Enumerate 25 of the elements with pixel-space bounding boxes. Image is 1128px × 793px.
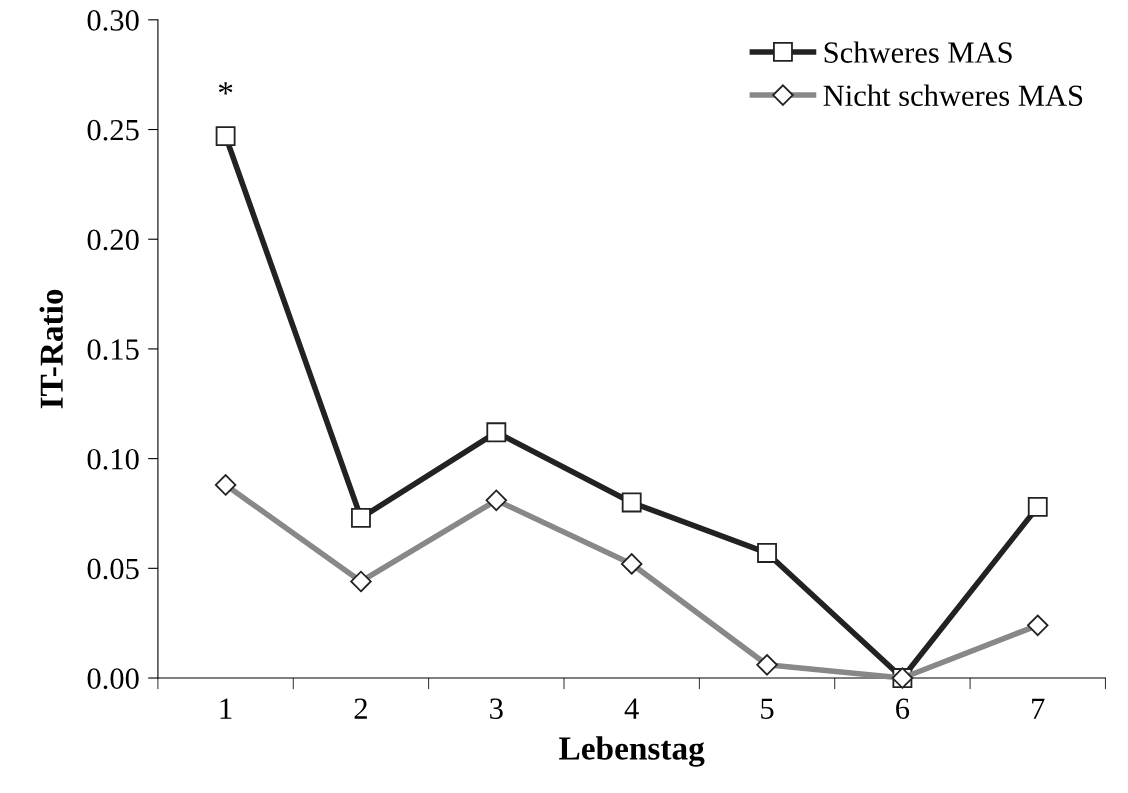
x-tick-label: 7: [1032, 698, 1045, 719]
point: [486, 422, 507, 443]
y-axis-title: IT-Ratio: [39, 289, 63, 409]
legend-label: Nicht schweres MAS: [823, 84, 1083, 107]
x-tick-label: 1: [220, 698, 232, 719]
point: [351, 507, 371, 528]
y-tick-label: 0.20: [87, 229, 139, 251]
point: [1027, 496, 1048, 517]
x-tick-label: 6: [896, 698, 910, 719]
point: [215, 126, 236, 147]
y-tick-label: 0.15: [87, 339, 139, 360]
y-tick-label: 0.10: [87, 448, 139, 470]
y-tick-label: 0.00: [87, 668, 139, 690]
point: [757, 543, 777, 563]
y-tick-label: 0.30: [87, 10, 139, 31]
x-tick-label: 5: [761, 698, 774, 719]
y-tick-label: 0.25: [87, 119, 139, 141]
x-tick-label: 3: [490, 698, 503, 719]
annotation: *: [218, 82, 233, 95]
x-tick-label: 4: [624, 698, 639, 719]
point: [621, 492, 642, 513]
x-axis-title: Lebenstag: [559, 736, 705, 767]
y-tick-label: 0.05: [87, 558, 139, 580]
x-tick-label: 2: [354, 698, 367, 719]
legend-label: Schweres MAS: [824, 41, 1012, 63]
